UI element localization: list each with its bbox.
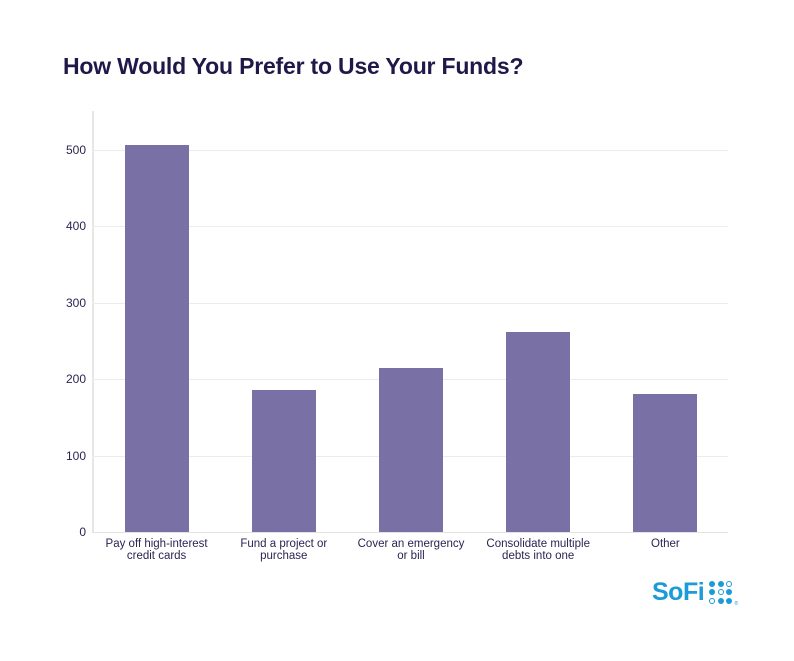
gridline-400 (92, 226, 728, 227)
gridline-0 (92, 532, 728, 533)
registered-mark: ® (734, 600, 739, 607)
gridline-300 (92, 303, 728, 304)
y-tick-label: 300 (65, 296, 86, 310)
x-label-line: Other (651, 538, 680, 550)
y-tick-label: 100 (65, 449, 86, 463)
logo-dot (717, 580, 724, 587)
sofi-dot-grid-icon: ® (709, 580, 738, 607)
sofi-wordmark: SoFi (652, 578, 705, 606)
x-tick-label: Fund a project or purchase (209, 538, 359, 562)
logo-dot (726, 589, 733, 595)
logo-dot (709, 580, 716, 587)
x-tick-label: Pay off high-interest credit cards (82, 538, 232, 562)
x-tick-label: Cover an emergency or bill (336, 538, 486, 562)
y-tick-label: 400 (65, 219, 86, 233)
y-tick-label: 500 (65, 143, 86, 157)
y-axis-line (92, 111, 94, 533)
chart-title: How Would You Prefer to Use Your Funds? (63, 53, 524, 79)
bar-4[interactable] (506, 331, 571, 532)
x-label-line: credit cards (126, 550, 187, 562)
logo-dot (726, 580, 733, 587)
x-label-line: debts into one (502, 550, 575, 562)
x-tick-label: Other (590, 538, 740, 550)
x-label-line: or bill (397, 550, 425, 562)
logo-dot (709, 597, 716, 604)
x-label-line: Cover an emergency (357, 538, 465, 550)
x-label-line: Pay off high-interest (105, 538, 208, 550)
logo-dot (717, 597, 724, 604)
y-tick-label: 200 (65, 372, 86, 386)
logo-dot (709, 589, 716, 595)
x-label-line: Consolidate multiple (486, 538, 590, 550)
logo-dot (717, 589, 724, 595)
bar-3[interactable] (379, 367, 443, 532)
logo-dot (726, 597, 733, 604)
sofi-logo: SoFi ® (652, 578, 738, 607)
x-label-line: Fund a project or (240, 538, 328, 550)
x-tick-label: Consolidate multiple debts into one (463, 538, 613, 562)
bar-1[interactable] (124, 144, 189, 532)
gridline-500 (92, 150, 728, 151)
x-label-line: purchase (260, 550, 308, 562)
bar-5[interactable] (633, 394, 698, 532)
bar-2[interactable] (251, 389, 316, 532)
y-tick-label: 0 (79, 525, 86, 539)
